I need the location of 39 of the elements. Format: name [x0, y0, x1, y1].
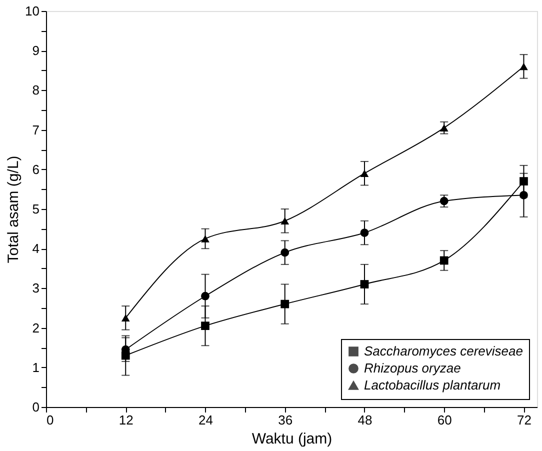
x-tick-label: 0	[46, 412, 54, 428]
point	[201, 322, 210, 330]
point	[520, 62, 528, 70]
y-tick-label: 8	[32, 82, 40, 98]
point	[440, 196, 448, 206]
x-tick-label: 72	[516, 412, 532, 428]
point	[360, 280, 369, 288]
legend-label: Saccharomyces cereviseae	[364, 344, 523, 358]
y-tick-label: 4	[32, 241, 40, 256]
point	[360, 228, 369, 237]
point	[280, 248, 290, 257]
point	[360, 170, 369, 177]
legend-label: Rhizopus oryzae	[364, 360, 461, 376]
y-tick-label: 0	[32, 400, 40, 414]
x-tick-label: 48	[358, 412, 372, 428]
y-tick-label: 1	[32, 360, 40, 375]
point	[520, 190, 528, 200]
x-tick-label: 60	[437, 412, 452, 428]
point	[201, 292, 210, 300]
y-tick-label: 7	[32, 122, 40, 138]
y-tick-label: 2	[32, 320, 40, 336]
point	[280, 217, 290, 225]
y-tick-label: 10	[25, 4, 40, 18]
point	[520, 177, 528, 186]
x-tick-label: 12	[118, 412, 134, 428]
point	[280, 300, 290, 308]
point	[201, 235, 210, 242]
y-tick-label: 3	[32, 280, 40, 296]
point	[440, 256, 448, 265]
point	[440, 124, 448, 132]
x-tick-label: 24	[198, 412, 213, 428]
legend-label: Lactobacillus plantarum	[364, 378, 501, 392]
y-tick-label: 5	[32, 202, 40, 216]
x-tick-label: 36	[278, 412, 293, 428]
y-axis-title: Total asam (g/L)	[5, 156, 22, 264]
y-tick-label: 9	[32, 43, 40, 58]
y-tick-label: 6	[32, 162, 40, 177]
point	[121, 314, 130, 322]
x-axis-title: Waktu (jam)	[252, 430, 332, 448]
